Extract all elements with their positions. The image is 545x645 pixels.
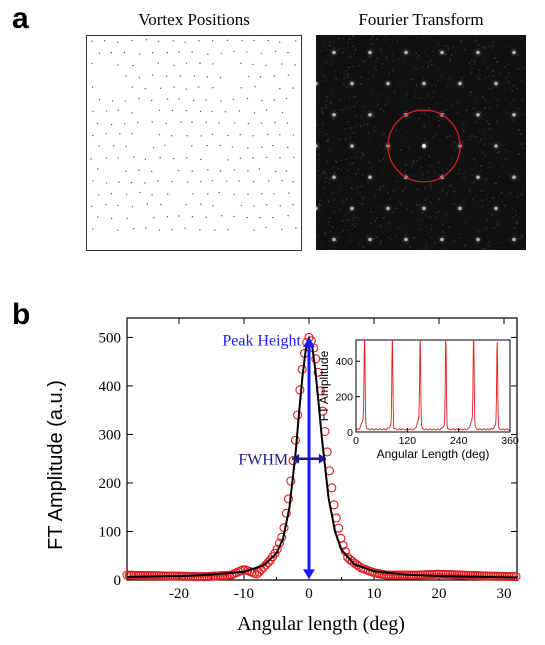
main-x-tick-label: -20 [169,586,189,602]
main-y-tick-label: 0 [114,573,122,589]
main-x-tick-label: 20 [432,586,447,602]
fwhm-arrowhead-left [292,453,300,464]
main-x-tick-label: 0 [305,586,313,602]
inset-y-tick-label: 400 [335,356,353,368]
inset-series-line [355,339,511,431]
main-y-tick-label: 300 [99,427,122,443]
vortex-positions-title: Vortex Positions [138,10,250,29]
main-y-tick-label: 400 [99,379,122,395]
red-circle-point [311,354,321,364]
peak-height-arrowhead-bottom [303,569,315,580]
red-circle-point [313,367,323,377]
red-circle-point [283,494,294,504]
red-circle-point [347,556,357,566]
inset-y-tick-label: 200 [335,392,353,404]
black-fit-line [127,335,518,579]
red-circle-point [286,476,296,486]
inset-y-axis-label: FT Amplitude [317,350,331,421]
red-circle-point [327,483,337,493]
vortex-positions-image [86,35,302,251]
red-circle-point [352,560,362,570]
inset-x-tick-label: 0 [353,435,359,447]
red-circle-point [195,571,205,582]
red-circle-point [140,570,150,581]
red-circle-point [295,385,305,395]
red-circle-point [136,570,146,580]
red-circle-point [388,570,398,580]
inset-x-tick-label: 360 [501,435,519,447]
red-circle-point [384,570,394,580]
red-circle-point [427,569,437,579]
main-x-tick-label: 30 [497,586,512,602]
red-circle-point [281,508,291,518]
ft-selection-circle [387,109,461,183]
panel-b-letter: b [12,298,31,331]
inset-chart: 0 120 240 360 0 200 400 Angular Length (deg) FT … [317,339,519,461]
main-y-axis-label: FT Amplitude (a.u.) [45,380,67,550]
panel-a-letter: a [12,2,29,35]
inset-x-axis-label: Angular Length (deg) [377,447,490,461]
main-x-tick-label: 10 [367,586,382,602]
main-x-axis-label: Angular length (deg) [237,613,405,635]
inset-frame [355,339,511,433]
red-circle-point [263,558,273,568]
red-circle-point [133,570,143,580]
red-circle-point [349,558,360,568]
red-circle-point [436,569,446,579]
main-y-tick-label: 200 [99,476,122,492]
red-circle-point [386,570,396,580]
fwhm-label: FWHM [238,452,288,469]
red-circle-point [390,570,401,580]
red-circle-point [129,570,139,580]
fwhm-arrowhead-right [318,453,326,464]
red-circle-point [290,435,300,445]
peak-height-label: Peak Height [222,332,301,349]
red-circle-point [465,570,476,580]
inset-x-tick-label: 240 [450,435,468,447]
fourier-transform-title: Fourier Transform [358,10,484,29]
red-circle-point [254,567,264,577]
main-plot-frame [126,317,518,581]
red-circle-point [293,410,303,420]
fourier-transform-image [316,35,526,250]
red-circle-point [145,571,155,581]
red-circle-point [450,570,460,580]
inset-x-tick-label: 120 [399,435,417,447]
main-y-tick-label: 500 [99,330,122,346]
main-chart: FT Amplitude (a.u.) Angular length (deg)… [45,317,521,635]
main-y-tick-label: 100 [99,524,122,540]
inset-y-tick-label: 0 [347,427,353,439]
red-circle-point [124,570,134,580]
peak-height-arrowhead-top [303,337,315,348]
main-x-tick-label: -10 [234,586,254,602]
